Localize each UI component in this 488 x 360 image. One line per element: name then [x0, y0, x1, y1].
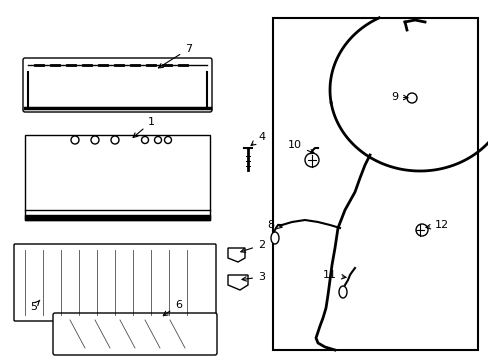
Text: 7: 7	[158, 44, 192, 68]
Bar	[272, 18, 477, 350]
Circle shape	[154, 136, 161, 144]
Text: 4: 4	[251, 132, 264, 145]
Circle shape	[91, 136, 99, 144]
Text: 9: 9	[390, 92, 407, 102]
Bar	[25, 135, 209, 220]
Polygon shape	[227, 275, 247, 290]
FancyBboxPatch shape	[23, 58, 212, 112]
Text: 2: 2	[240, 240, 264, 252]
Text: 1: 1	[133, 117, 155, 138]
Circle shape	[415, 224, 427, 236]
Text: 5: 5	[30, 300, 40, 312]
FancyBboxPatch shape	[14, 244, 216, 321]
Text: 12: 12	[425, 220, 448, 230]
FancyBboxPatch shape	[53, 313, 217, 355]
Polygon shape	[227, 248, 244, 262]
Circle shape	[111, 136, 119, 144]
Circle shape	[305, 153, 318, 167]
Ellipse shape	[338, 286, 346, 298]
Text: 10: 10	[287, 140, 314, 154]
Circle shape	[71, 136, 79, 144]
Circle shape	[141, 136, 148, 144]
Text: 8: 8	[266, 220, 282, 230]
Text: 3: 3	[242, 272, 264, 282]
Ellipse shape	[270, 232, 279, 244]
Circle shape	[406, 93, 416, 103]
Text: 6: 6	[163, 300, 182, 316]
Circle shape	[164, 136, 171, 144]
Text: 11: 11	[323, 270, 346, 280]
